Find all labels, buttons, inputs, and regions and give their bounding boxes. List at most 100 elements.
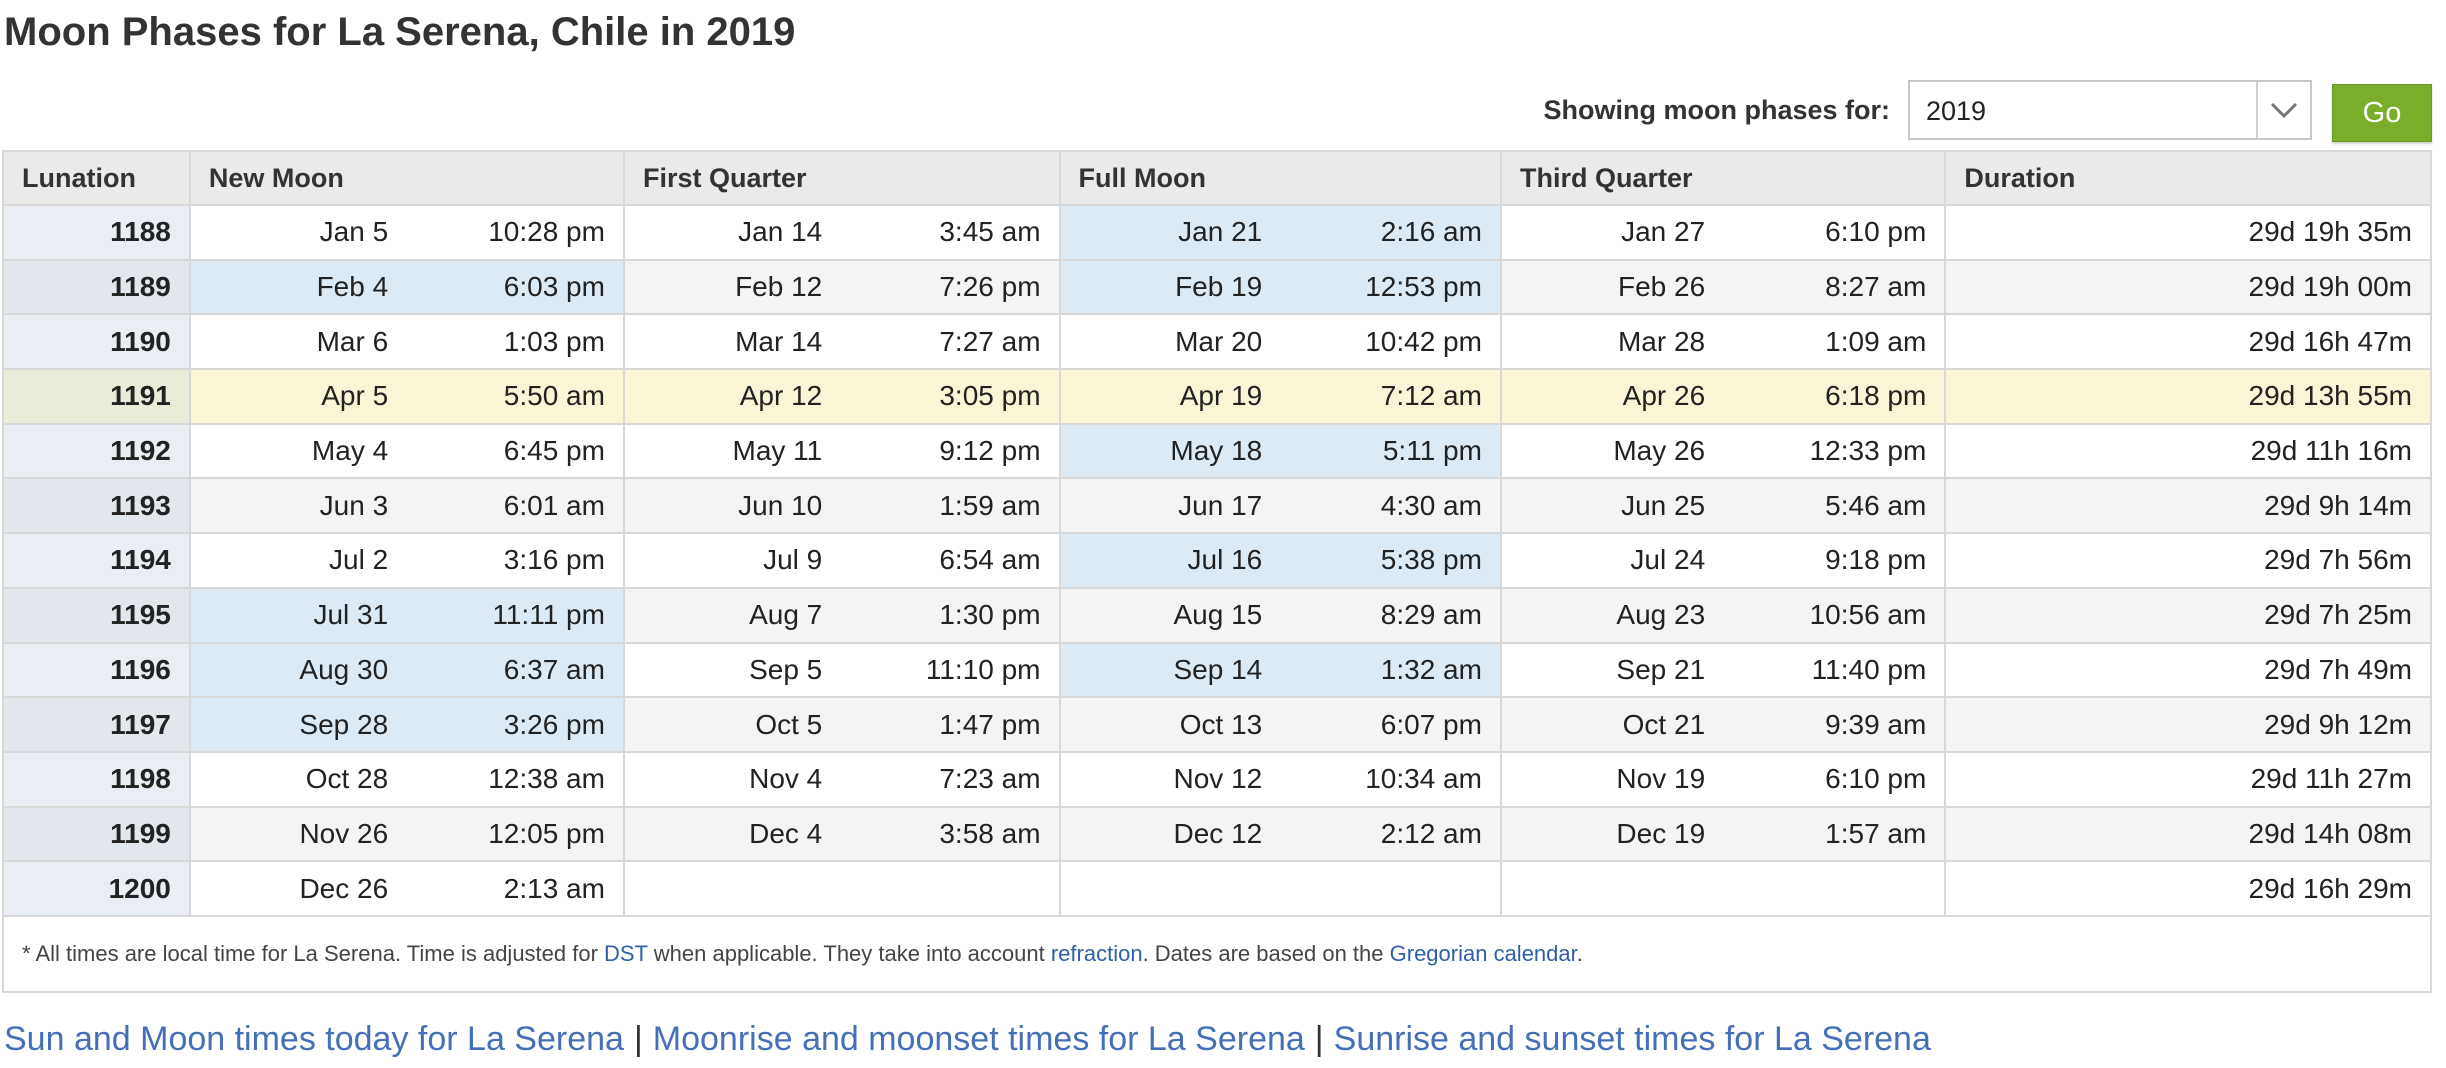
table-row: 1198 Oct 28 12:38 am Nov 4 7:23 am Nov 12 10:3… xyxy=(2,750,2432,808)
full-moon-time: 2:16 am xyxy=(1280,204,1502,261)
duration-cell: 29d 19h 35m xyxy=(1944,204,2432,261)
first-quarter-date: Aug 7 xyxy=(622,586,841,644)
moon-phases-table: Lunation New Moon First Quarter Full Moo… xyxy=(2,150,2432,993)
header-third-quarter: Third Quarter xyxy=(1499,150,1947,206)
first-quarter-time: 11:10 pm xyxy=(840,641,1061,699)
table-row: 1190 Mar 6 1:03 pm Mar 14 7:27 am Mar 20 10:42… xyxy=(2,313,2432,371)
new-moon-time: 6:37 am xyxy=(406,641,625,699)
full-moon-date: Oct 13 xyxy=(1058,696,1281,753)
new-moon-time: 11:11 pm xyxy=(406,586,625,644)
lunation-cell: 1196 xyxy=(2,641,191,699)
gregorian-calendar-link[interactable]: Gregorian calendar xyxy=(1389,940,1577,966)
footnote-mid2: . Dates are based on the xyxy=(1142,940,1390,966)
new-moon-date: Dec 26 xyxy=(188,860,407,917)
select-divider xyxy=(2256,82,2258,138)
third-quarter-time: 1:57 am xyxy=(1723,805,1947,863)
first-quarter-date: Nov 4 xyxy=(622,750,841,808)
related-links: Sun and Moon times today for La Serena | M… xyxy=(4,1020,1931,1059)
full-moon-time: 4:30 am xyxy=(1280,477,1502,535)
first-quarter-date: Apr 12 xyxy=(622,368,841,425)
full-moon-date: Nov 12 xyxy=(1058,750,1281,808)
third-quarter-time: 6:10 pm xyxy=(1723,750,1947,808)
third-quarter-date: Jun 25 xyxy=(1499,477,1724,535)
new-moon-date: Feb 4 xyxy=(188,258,407,316)
full-moon-date: Jun 17 xyxy=(1058,477,1281,535)
duration-cell: 29d 9h 14m xyxy=(1944,477,2432,535)
third-quarter-time: 10:56 am xyxy=(1723,586,1947,644)
new-moon-time: 10:28 pm xyxy=(406,204,625,261)
new-moon-time: 2:13 am xyxy=(406,860,625,917)
header-lunation: Lunation xyxy=(2,150,191,206)
footnote: * All times are local time for La Serena… xyxy=(2,914,2432,993)
duration-cell: 29d 7h 56m xyxy=(1944,532,2432,589)
lunation-cell: 1190 xyxy=(2,313,191,371)
table-row: 1197 Sep 28 3:26 pm Oct 5 1:47 pm Oct 13 6:07 … xyxy=(2,696,2432,753)
refraction-link[interactable]: refraction xyxy=(1050,940,1143,966)
first-quarter-date: Oct 5 xyxy=(622,696,841,753)
lunation-cell: 1194 xyxy=(2,532,191,589)
full-moon-time: 2:12 am xyxy=(1280,805,1502,863)
page-title: Moon Phases for La Serena, Chile in 2019 xyxy=(4,10,796,54)
third-quarter-time: 9:39 am xyxy=(1723,696,1947,753)
table-row: 1191 Apr 5 5:50 am Apr 12 3:05 pm Apr 19 7:12 … xyxy=(2,368,2432,425)
third-quarter-date: May 26 xyxy=(1499,422,1724,480)
third-quarter-time: 5:46 am xyxy=(1723,477,1947,535)
first-quarter-date: Dec 4 xyxy=(622,805,841,863)
header-duration: Duration xyxy=(1944,150,2432,206)
full-moon-date: Dec 12 xyxy=(1058,805,1281,863)
year-select[interactable]: 2019 xyxy=(1908,80,2312,140)
sun-moon-times-link[interactable]: Sun and Moon times today for La Serena xyxy=(4,1020,624,1058)
new-moon-time: 6:03 pm xyxy=(406,258,625,316)
full-moon-date: May 18 xyxy=(1058,422,1281,480)
lunation-cell: 1189 xyxy=(2,258,191,316)
table-row: 1192 May 4 6:45 pm May 11 9:12 pm May 18 5:11 … xyxy=(2,422,2432,480)
first-quarter-date: Feb 12 xyxy=(622,258,841,316)
full-moon-date: Jan 21 xyxy=(1058,204,1281,261)
first-quarter-time: 7:26 pm xyxy=(840,258,1061,316)
lunation-cell: 1192 xyxy=(2,422,191,480)
selector-label: Showing moon phases for: xyxy=(1543,95,1890,125)
full-moon-time: 5:11 pm xyxy=(1280,422,1502,480)
lunation-cell: 1200 xyxy=(2,860,191,917)
duration-cell: 29d 11h 27m xyxy=(1944,750,2432,808)
lunation-cell: 1199 xyxy=(2,805,191,863)
third-quarter-time: 8:27 am xyxy=(1723,258,1947,316)
go-button[interactable]: Go xyxy=(2332,84,2432,142)
new-moon-date: Mar 6 xyxy=(188,313,407,371)
new-moon-date: Jul 2 xyxy=(188,532,407,589)
lunation-cell: 1193 xyxy=(2,477,191,535)
table-row: 1188 Jan 5 10:28 pm Jan 14 3:45 am Jan 21 2:16… xyxy=(2,204,2432,261)
full-moon-time: 1:32 am xyxy=(1280,641,1502,699)
footnote-row: * All times are local time for La Serena… xyxy=(2,914,2432,993)
full-moon-date xyxy=(1058,860,1281,917)
third-quarter-date: Jul 24 xyxy=(1499,532,1724,589)
third-quarter-date: Jan 27 xyxy=(1499,204,1724,261)
dst-link[interactable]: DST xyxy=(604,940,648,966)
first-quarter-date: Jul 9 xyxy=(622,532,841,589)
duration-cell: 29d 9h 12m xyxy=(1944,696,2432,753)
first-quarter-time: 6:54 am xyxy=(840,532,1061,589)
new-moon-date: Jan 5 xyxy=(188,204,407,261)
first-quarter-time: 3:58 am xyxy=(840,805,1061,863)
full-moon-time: 12:53 pm xyxy=(1280,258,1502,316)
third-quarter-date: Apr 26 xyxy=(1499,368,1724,425)
year-select-value: 2019 xyxy=(1926,96,1987,126)
first-quarter-date: Jan 14 xyxy=(622,204,841,261)
first-quarter-date xyxy=(622,860,841,917)
third-quarter-time: 6:10 pm xyxy=(1723,204,1947,261)
full-moon-time xyxy=(1280,860,1502,917)
full-moon-time: 10:42 pm xyxy=(1280,313,1502,371)
chevron-down-icon[interactable] xyxy=(2256,82,2312,138)
moonrise-moonset-link[interactable]: Moonrise and moonset times for La Serena xyxy=(652,1020,1305,1058)
new-moon-time: 1:03 pm xyxy=(406,313,625,371)
first-quarter-time: 1:59 am xyxy=(840,477,1061,535)
new-moon-date: Apr 5 xyxy=(188,368,407,425)
sunrise-sunset-link[interactable]: Sunrise and sunset times for La Serena xyxy=(1333,1020,1931,1058)
first-quarter-time: 3:05 pm xyxy=(840,368,1061,425)
full-moon-date: Sep 14 xyxy=(1058,641,1281,699)
year-selector-row: Showing moon phases for: 2019 Go xyxy=(0,80,2432,142)
first-quarter-date: May 11 xyxy=(622,422,841,480)
duration-cell: 29d 7h 25m xyxy=(1944,586,2432,644)
link-separator: | xyxy=(1314,1020,1324,1058)
table-row: 1194 Jul 2 3:16 pm Jul 9 6:54 am Jul 16 5:38 p… xyxy=(2,532,2432,589)
